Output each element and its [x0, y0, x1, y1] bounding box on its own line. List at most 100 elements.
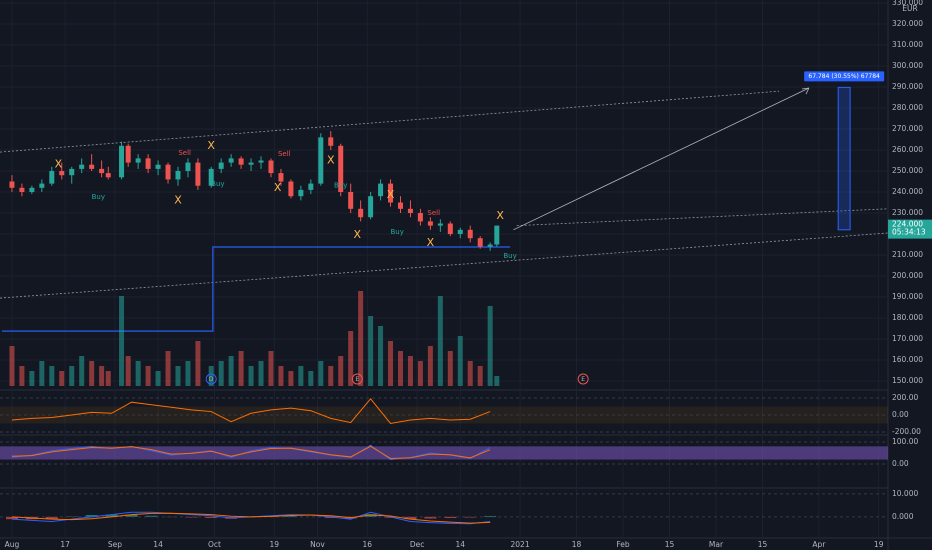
indicator-line — [11, 512, 491, 524]
volume-bar — [218, 361, 224, 386]
x-tick-label: Sep — [108, 540, 122, 549]
volume-bar — [447, 351, 453, 386]
y-tick-label: 260.000 — [892, 145, 923, 154]
y-tick-label: 200.00 — [892, 393, 918, 402]
volume-bar — [427, 346, 433, 386]
x-tick-label: 16 — [363, 540, 373, 549]
volume-bar — [358, 291, 364, 386]
volume-bar — [288, 371, 294, 386]
volume-bar — [328, 366, 334, 386]
volume-bar — [417, 361, 423, 386]
candle-body — [268, 160, 274, 174]
volume-bar — [208, 366, 214, 386]
volume-bar — [145, 366, 151, 386]
measure-box — [837, 86, 851, 231]
x-tick-label: 14 — [455, 540, 465, 549]
signal-label: Sell — [427, 209, 440, 217]
candle-body — [378, 183, 384, 197]
candle-body — [308, 183, 314, 190]
candle-body — [338, 145, 344, 193]
signal-label: Buy — [390, 228, 403, 236]
y-tick-label: 290.000 — [892, 82, 923, 91]
signal-label: X — [207, 139, 215, 152]
event-marker — [577, 373, 589, 385]
volume-bar — [268, 351, 274, 386]
volume-bar — [258, 361, 264, 386]
candle-body — [477, 238, 483, 247]
volume-bar — [119, 296, 125, 386]
indicator-line — [11, 445, 491, 459]
event-label: D — [209, 376, 214, 383]
volume-bar — [105, 371, 111, 386]
candle-body — [288, 181, 294, 197]
signal-label: X — [354, 228, 362, 241]
y-tick-label: 170.000 — [892, 334, 923, 343]
volume-bar — [9, 346, 15, 386]
x-tick-label: 15 — [665, 540, 675, 549]
candle-body — [105, 173, 111, 178]
stoch-band — [0, 446, 888, 460]
signal-label: X — [427, 236, 435, 249]
x-tick-label: Feb — [616, 540, 630, 549]
volume-bar — [437, 296, 443, 386]
volume-bar — [89, 361, 95, 386]
candle-body — [467, 229, 473, 239]
price-tag-bg — [888, 219, 932, 239]
candle-body — [447, 223, 453, 235]
volume-bar — [318, 361, 324, 386]
candle-body — [248, 162, 254, 165]
candle-body — [99, 168, 105, 174]
candle-body — [175, 170, 181, 180]
event-marker — [351, 373, 363, 385]
event-label: E — [355, 376, 359, 383]
volume-bar — [195, 341, 201, 386]
x-tick-label: Dec — [410, 540, 425, 549]
y-tick-label: 200.000 — [892, 271, 923, 280]
volume-bar — [378, 326, 384, 386]
candle-body — [407, 208, 413, 214]
event-marker — [205, 373, 217, 385]
x-tick-label: Oct — [208, 540, 221, 549]
candle-body — [278, 173, 284, 182]
x-tick-label: 14 — [153, 540, 163, 549]
y-tick-label: 230.000 — [892, 208, 923, 217]
candle-body — [298, 189, 304, 197]
volume-bar — [338, 356, 344, 386]
candle-body — [397, 202, 403, 209]
candle-body — [119, 145, 125, 178]
candle-body — [49, 170, 55, 184]
volume-bar — [79, 356, 85, 386]
macd-histogram-bar — [444, 516, 457, 519]
signal-label: X — [174, 193, 182, 206]
y-tick-label: 280.000 — [892, 103, 923, 112]
x-tick-label: Apr — [812, 540, 826, 549]
candle-body — [59, 170, 65, 176]
volume-bar — [467, 361, 473, 386]
volume-bar — [39, 361, 45, 386]
volume-bar — [99, 366, 105, 386]
step-line — [1, 246, 511, 332]
x-tick-label: Nov — [310, 540, 325, 549]
currency-label: EUR — [902, 4, 917, 13]
signal-label: Buy — [334, 182, 347, 190]
y-tick-label: 320.000 — [892, 19, 923, 28]
volume-bar — [487, 306, 493, 386]
last-price: 224.000 — [892, 220, 923, 229]
y-tick-label: 270.000 — [892, 124, 923, 133]
volume-bar — [135, 361, 141, 386]
candle-body — [487, 244, 493, 247]
candle-body — [437, 223, 443, 226]
y-tick-label: 310.000 — [892, 40, 923, 49]
signal-label: X — [387, 188, 395, 201]
candle-body — [208, 168, 214, 186]
candle-body — [165, 164, 171, 180]
y-tick-label: 10.000 — [892, 489, 918, 498]
y-tick-label: 300.000 — [892, 61, 923, 70]
signal-label: X — [496, 209, 504, 222]
measure-label: 67.784 (30.55%) 67784 — [808, 73, 880, 80]
volume-bar — [494, 376, 500, 386]
volume-bar — [278, 366, 284, 386]
volume-bar — [298, 366, 304, 386]
